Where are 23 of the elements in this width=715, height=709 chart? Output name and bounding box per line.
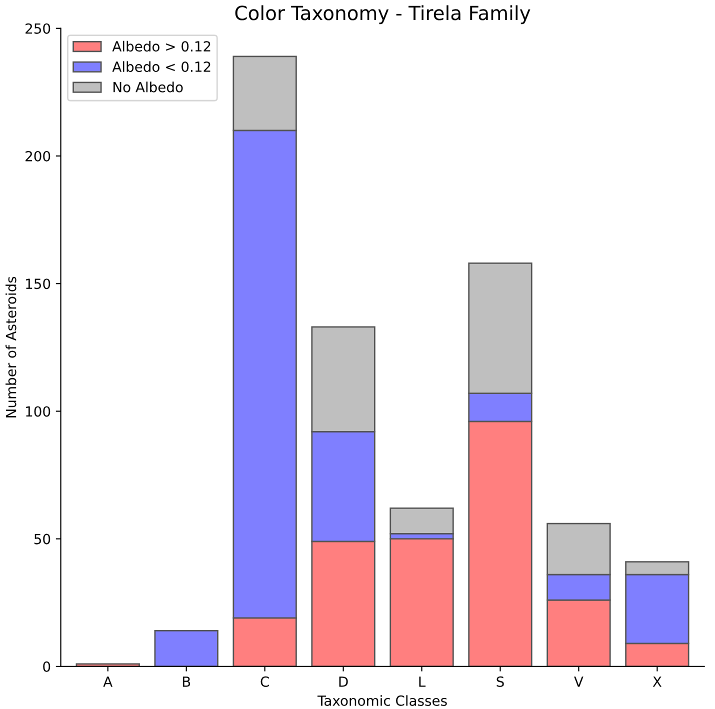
y-tick-label: 50 [34,534,50,544]
y-axis-title: Number of Asteroids [6,276,16,418]
x-tick-label: S [496,676,504,687]
x-tick-label: D [339,676,348,687]
x-tick-label: X [652,676,662,687]
y-tick-label: 150 [26,278,50,290]
x-axis-title: Taxonomic Classes [317,695,447,706]
x-tick-label: V [574,676,584,687]
x-tick-label: L [419,676,426,687]
chart-title: Color Taxonomy - Tirela Family [235,5,530,24]
bar [390,538,454,666]
bar [154,630,218,666]
y-tick-label: 200 [26,150,50,162]
y-tick-label: 250 [26,23,50,34]
legend-label: Albedo < 0.12 [112,61,210,72]
legend-label: No Albedo [114,82,183,92]
x-tick-label: A [103,676,112,687]
x-tick-label: C [260,676,269,687]
y-tick-label: 0 [43,661,50,672]
legend-label: Albedo > 0.12 [112,40,210,52]
y-tick-label: 100 [26,406,50,417]
x-tick-label: B [182,676,190,687]
bar [76,663,140,666]
